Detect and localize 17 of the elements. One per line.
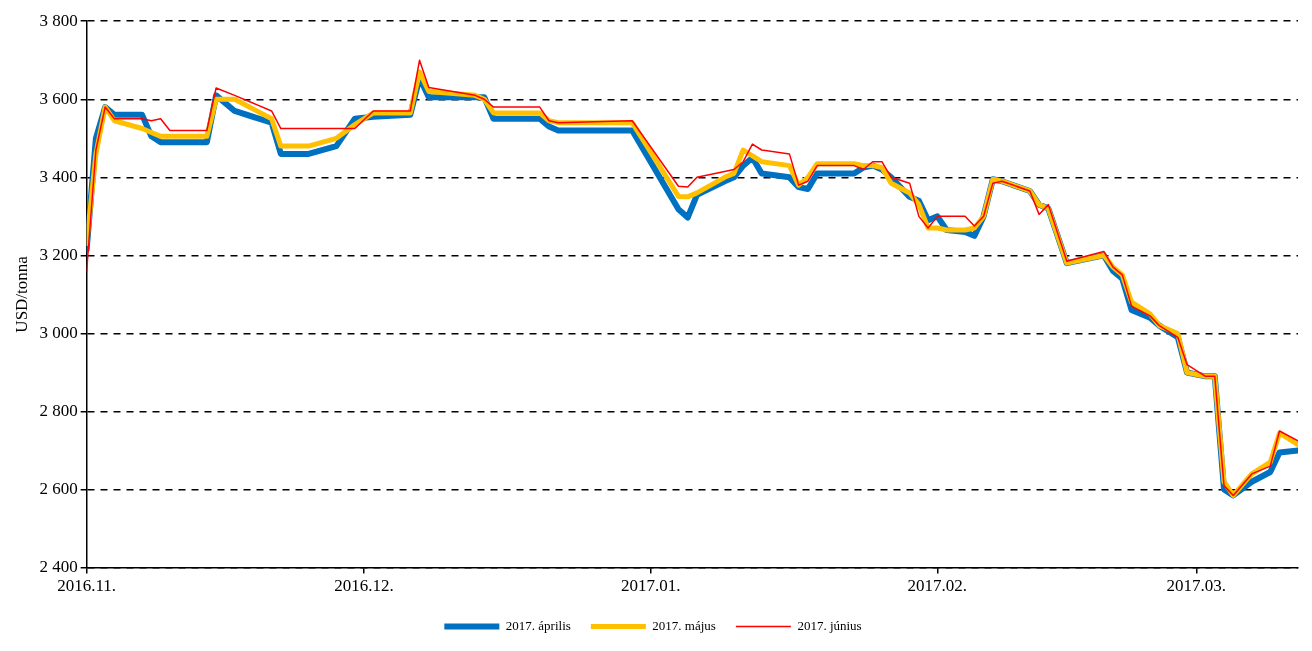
y-tick-label: 3 600 bbox=[39, 88, 78, 108]
x-tick-label: 2016.12. bbox=[334, 576, 394, 596]
legend-label: 2017. május bbox=[652, 617, 716, 633]
y-tick-label: 2 600 bbox=[39, 479, 78, 499]
y-tick-label: 3 800 bbox=[39, 10, 78, 30]
legend-label: 2017. június bbox=[797, 617, 862, 633]
x-tick-label: 2017.03. bbox=[1166, 576, 1227, 596]
y-axis-title: USD/tonna bbox=[11, 255, 31, 333]
y-tick-label: 2 400 bbox=[39, 557, 78, 577]
y-tick-label: 3 200 bbox=[39, 244, 78, 264]
y-tick-label: 2 800 bbox=[39, 400, 78, 420]
x-tick-label: 2017.02. bbox=[907, 576, 968, 596]
y-tick-label: 3 000 bbox=[39, 322, 78, 342]
y-tick-label: 3 400 bbox=[39, 166, 78, 186]
legend-label: 2017. április bbox=[505, 617, 571, 633]
x-tick-label: 2017.01. bbox=[620, 576, 681, 596]
x-tick-label: 2016.11. bbox=[57, 576, 117, 596]
